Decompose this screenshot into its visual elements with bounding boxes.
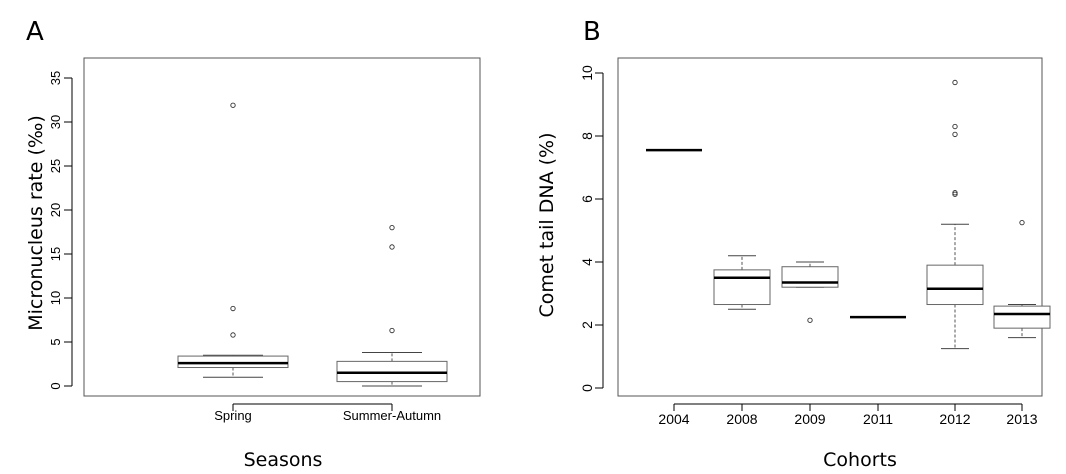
outlier-point (807, 317, 813, 323)
outlier-point (389, 244, 395, 250)
outlier-point (389, 327, 395, 334)
box-b-2008 (713, 255, 771, 310)
outlier-point (1019, 219, 1025, 226)
y-tick-label-a: 35 (48, 71, 63, 85)
panel-label-b: B (583, 17, 601, 47)
y-tick-label-a: 20 (48, 203, 63, 217)
y-tick-label-b: 6 (579, 195, 595, 203)
y-tick-label-a: 0 (48, 382, 63, 389)
x-tick-label-b: 2012 (939, 411, 970, 427)
panel-b-marks: 0 2 4 6 8 10 2004 2008 2009 2011 2012 2013 (579, 65, 1051, 427)
panel-a-marks: 0 5 10 15 20 25 30 35 Spring Summer-Autumn (48, 71, 448, 423)
iqr-box (993, 305, 1051, 329)
x-tick-label-b: 2008 (726, 411, 757, 427)
x-axis-title-b: Cohorts (823, 449, 897, 471)
y-tick-label-a: 15 (48, 247, 63, 261)
x-tick-label-b: 2004 (658, 411, 689, 427)
outlier-point (230, 305, 236, 312)
x-tick-label-b: 2011 (863, 411, 893, 427)
box-b-2013 (993, 219, 1051, 339)
box-a-spring (177, 102, 289, 378)
iqr-box (781, 266, 839, 288)
y-tick-label-a: 30 (48, 115, 63, 129)
box-b-2012 (926, 79, 984, 350)
y-tick-label-a: 5 (48, 338, 63, 345)
outlier-point (230, 332, 236, 338)
x-tick-label-a: Summer-Autumn (343, 408, 441, 423)
x-tick-label-b: 2013 (1006, 411, 1037, 427)
y-tick-label-b: 2 (579, 321, 595, 329)
y-tick-label-b: 8 (579, 132, 595, 140)
x-tick-label-b: 2009 (794, 411, 825, 427)
iqr-box (336, 360, 448, 383)
outlier-point (952, 191, 958, 197)
x-tick-label-a: Spring (214, 408, 252, 423)
box-b-2009 (781, 261, 839, 323)
box-a-summer-autumn (336, 224, 448, 387)
outlier-point (952, 190, 958, 196)
y-tick-label-a: 10 (48, 291, 63, 305)
plot-frame-b (617, 57, 1043, 397)
plot-frame-a (83, 57, 481, 397)
iqr-box (713, 269, 771, 306)
x-axis-title-a: Seasons (244, 449, 323, 471)
iqr-box (926, 264, 984, 306)
y-axis-title-a: Micronucleus rate (‰) (25, 115, 47, 331)
outlier-point (230, 102, 236, 108)
panel-label-a: A (26, 17, 44, 47)
iqr-box (177, 355, 289, 369)
y-tick-label-b: 0 (579, 384, 595, 392)
y-tick-label-a: 25 (48, 159, 63, 173)
outlier-point (952, 79, 958, 86)
y-axis-title-b: Comet tail DNA (%) (536, 132, 558, 317)
y-tick-label-b: 4 (579, 258, 595, 266)
outlier-point (952, 123, 958, 130)
y-tick-label-b: 10 (579, 65, 595, 81)
outlier-point (389, 224, 395, 231)
outlier-point (952, 131, 958, 138)
